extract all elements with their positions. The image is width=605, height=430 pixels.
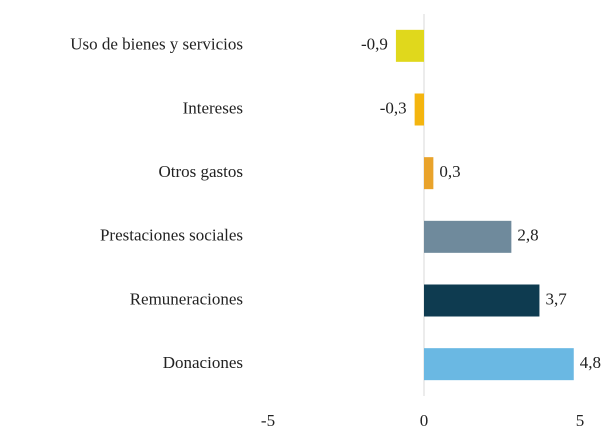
value-label: 2,8: [517, 226, 538, 245]
x-tick-label: 0: [420, 411, 429, 430]
x-tick-label: 5: [576, 411, 585, 430]
value-label: 3,7: [545, 289, 567, 308]
y-tick-label: Remuneraciones: [130, 289, 243, 308]
bar: [424, 220, 512, 253]
y-tick-label: Donaciones: [163, 353, 243, 372]
y-tick-label: Intereses: [183, 98, 243, 117]
bar: [424, 157, 434, 190]
x-tick-label: -5: [261, 411, 275, 430]
y-tick-label: Uso de bienes y servicios: [70, 35, 243, 54]
value-label: 0,3: [439, 162, 460, 181]
bar: [424, 348, 574, 381]
y-tick-label: Otros gastos: [158, 162, 243, 181]
value-label: -0,3: [380, 98, 407, 117]
bar: [424, 284, 540, 317]
bar: [414, 93, 424, 126]
value-label: -0,9: [361, 35, 388, 54]
bar: [395, 29, 424, 62]
value-label: 4,8: [580, 353, 601, 372]
y-tick-label: Prestaciones sociales: [100, 226, 243, 245]
